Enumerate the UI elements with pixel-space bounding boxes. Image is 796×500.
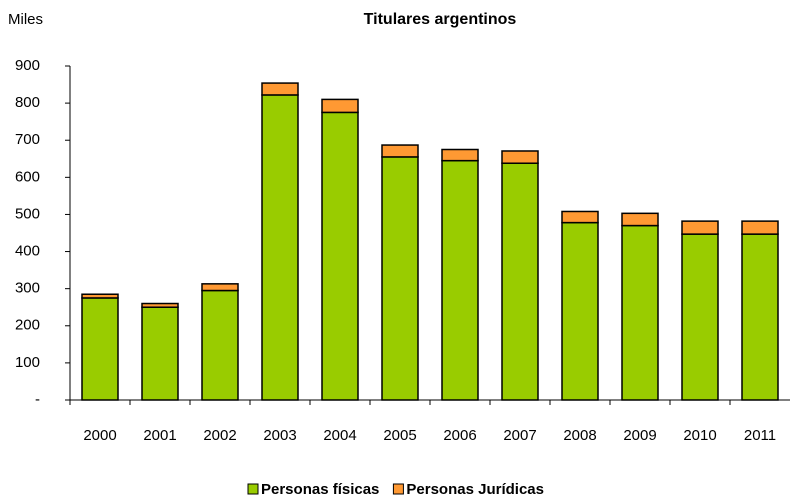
bar-segment bbox=[501, 150, 539, 164]
y-tick-label: 300 bbox=[15, 280, 40, 297]
bar-segment bbox=[261, 94, 299, 401]
y-tick-label: 700 bbox=[15, 131, 40, 148]
bar-segment bbox=[561, 221, 599, 401]
bar-segment bbox=[261, 82, 299, 96]
bar-segment bbox=[81, 293, 119, 299]
bar-segment bbox=[141, 306, 179, 401]
x-tick-label: 2006 bbox=[443, 427, 476, 444]
bar-segment bbox=[321, 111, 359, 401]
y-axis-label: Miles bbox=[8, 11, 43, 28]
x-tick-label: 2011 bbox=[744, 427, 776, 444]
bar-segment bbox=[441, 159, 479, 401]
bar-segment bbox=[501, 162, 539, 401]
x-tick-label: 2009 bbox=[623, 427, 656, 444]
bar-segment bbox=[621, 224, 659, 401]
x-tick-label: 2001 bbox=[143, 427, 176, 444]
bar-segment bbox=[741, 233, 779, 401]
bar-segment bbox=[321, 98, 359, 114]
x-tick-label: 2002 bbox=[203, 427, 236, 444]
y-tick-label: 100 bbox=[15, 354, 40, 371]
legend-swatch bbox=[247, 483, 259, 495]
x-tick-label: 2007 bbox=[503, 427, 536, 444]
y-tick-label: 400 bbox=[15, 243, 40, 260]
legend: Personas físicas Personas Jurídicas bbox=[247, 481, 544, 498]
y-tick-label: 800 bbox=[15, 94, 40, 111]
bar-segment bbox=[441, 148, 479, 162]
bar-segment bbox=[201, 289, 239, 401]
x-tick-label: 2008 bbox=[563, 427, 596, 444]
bar-segment bbox=[681, 233, 719, 401]
chart-title: Titulares argentinos bbox=[364, 11, 517, 28]
y-tick-label: 200 bbox=[15, 317, 40, 334]
bar-segment bbox=[201, 283, 239, 292]
x-tick-label: 2004 bbox=[323, 427, 356, 444]
y-tick-label: - bbox=[35, 391, 40, 408]
bar-segment bbox=[681, 220, 719, 235]
x-tick-label: 2010 bbox=[683, 427, 716, 444]
bar-segment bbox=[81, 297, 119, 401]
bar-segment bbox=[561, 210, 599, 224]
bar-segment bbox=[141, 302, 179, 308]
x-tick-label: 2005 bbox=[383, 427, 416, 444]
legend-swatch bbox=[392, 483, 404, 495]
bar-segment bbox=[381, 156, 419, 401]
bar-segment bbox=[381, 144, 419, 158]
legend-label: Personas físicas bbox=[261, 481, 379, 498]
x-tick-label: 2003 bbox=[263, 427, 296, 444]
y-tick-label: 600 bbox=[15, 168, 40, 185]
x-tick-label: 2000 bbox=[83, 427, 116, 444]
bar-segment bbox=[621, 212, 659, 227]
y-tick-label: 900 bbox=[15, 57, 40, 74]
legend-label: Personas Jurídicas bbox=[406, 481, 544, 498]
y-tick-label: 500 bbox=[15, 205, 40, 222]
bar-segment bbox=[741, 220, 779, 235]
